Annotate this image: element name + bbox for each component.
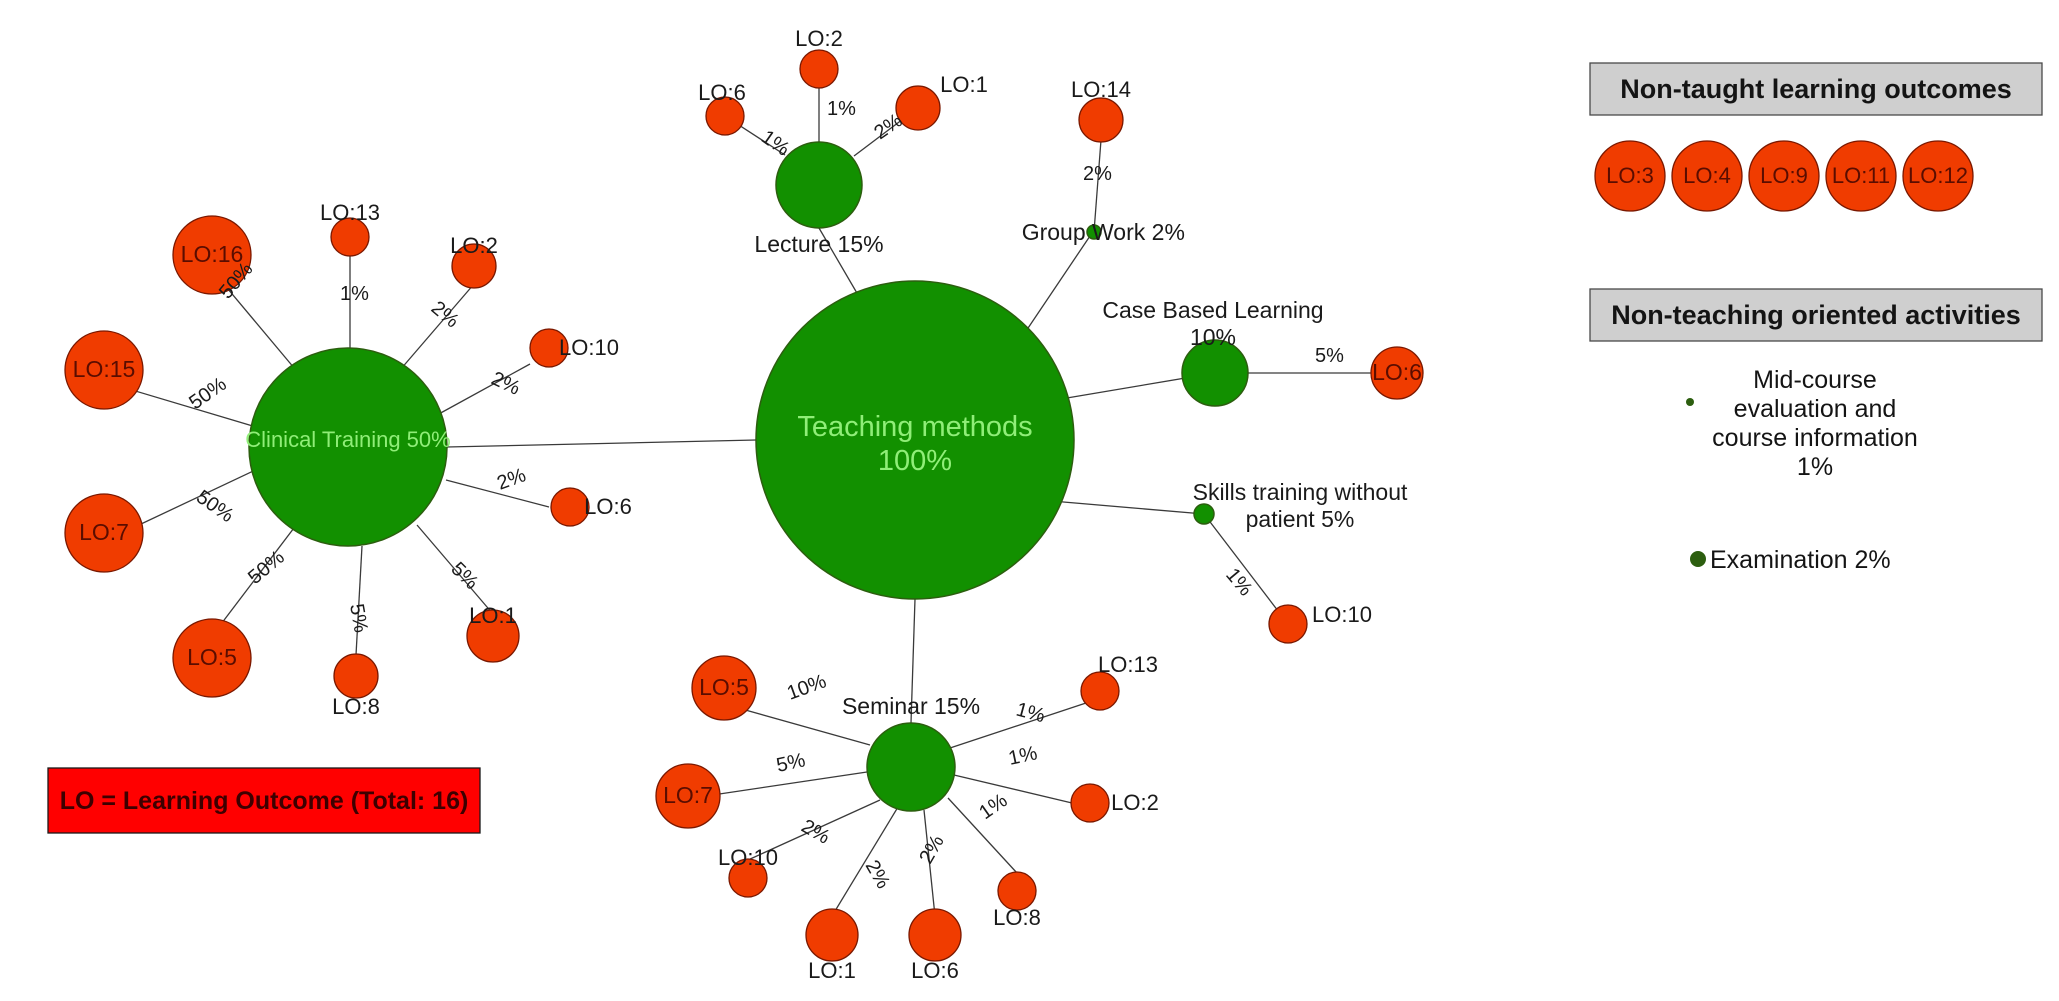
svg-text:1%: 1% <box>340 283 369 305</box>
svg-text:50%: 50% <box>192 486 238 527</box>
svg-text:2%: 2% <box>861 857 895 893</box>
svg-text:100%: 100% <box>878 445 952 477</box>
svg-text:course information: course information <box>1712 424 1918 452</box>
svg-text:LO:1: LO:1 <box>808 958 856 983</box>
svg-text:1%: 1% <box>975 789 1011 824</box>
svg-text:50%: 50% <box>244 546 289 589</box>
svg-text:patient 5%: patient 5% <box>1246 506 1355 532</box>
svg-text:Clinical Training 50%: Clinical Training 50% <box>245 427 450 452</box>
svg-text:1%: 1% <box>1221 564 1257 600</box>
svg-text:Skills training without: Skills training without <box>1193 479 1408 505</box>
svg-text:LO:2: LO:2 <box>795 26 843 51</box>
svg-text:Non-teaching oriented activiti: Non-teaching oriented activities <box>1611 300 2021 330</box>
svg-text:1%: 1% <box>1797 453 1833 481</box>
svg-text:LO = Learning Outcome (Total:: LO = Learning Outcome (Total: 16) <box>60 787 469 815</box>
svg-text:LO:15: LO:15 <box>73 356 136 382</box>
svg-text:LO:16: LO:16 <box>181 241 244 267</box>
svg-text:10%: 10% <box>784 670 829 704</box>
svg-text:LO:10: LO:10 <box>718 845 778 870</box>
svg-text:LO:7: LO:7 <box>663 782 713 808</box>
svg-text:LO:11: LO:11 <box>1832 163 1890 188</box>
svg-text:LO:12: LO:12 <box>1908 163 1968 188</box>
svg-text:1%: 1% <box>1006 742 1039 770</box>
svg-text:LO:8: LO:8 <box>993 905 1041 930</box>
svg-text:LO:3: LO:3 <box>1606 163 1654 188</box>
svg-text:LO:10: LO:10 <box>1312 602 1372 627</box>
svg-text:LO:13: LO:13 <box>320 200 380 225</box>
svg-text:Mid-course: Mid-course <box>1753 366 1877 394</box>
svg-text:Teaching methods: Teaching methods <box>797 411 1032 443</box>
svg-text:LO:6: LO:6 <box>1372 359 1422 385</box>
svg-text:2%: 2% <box>494 464 529 495</box>
svg-text:LO:10: LO:10 <box>559 335 619 360</box>
svg-text:LO:9: LO:9 <box>1760 163 1808 188</box>
svg-text:LO:14: LO:14 <box>1071 77 1131 102</box>
svg-text:LO:1: LO:1 <box>940 72 988 97</box>
svg-text:LO:2: LO:2 <box>450 233 498 258</box>
svg-text:LO:6: LO:6 <box>698 80 746 105</box>
svg-text:LO:13: LO:13 <box>1098 652 1158 677</box>
svg-text:LO:7: LO:7 <box>79 519 129 545</box>
svg-text:LO:6: LO:6 <box>911 958 959 983</box>
svg-text:5%: 5% <box>774 749 807 777</box>
svg-text:1%: 1% <box>1014 699 1048 728</box>
svg-text:Seminar 15%: Seminar 15% <box>842 693 980 719</box>
svg-text:LO:1: LO:1 <box>469 603 517 628</box>
svg-text:1%: 1% <box>827 98 856 120</box>
svg-text:5%: 5% <box>446 558 482 594</box>
svg-text:LO:2: LO:2 <box>1111 790 1159 815</box>
svg-text:LO:8: LO:8 <box>332 694 380 719</box>
svg-text:2%: 2% <box>1083 163 1112 185</box>
svg-text:LO:5: LO:5 <box>187 644 237 670</box>
svg-text:2%: 2% <box>915 831 949 867</box>
svg-text:LO:5: LO:5 <box>699 674 749 700</box>
svg-text:5%: 5% <box>345 602 372 635</box>
svg-text:Group Work 2%: Group Work 2% <box>1017 219 1185 245</box>
svg-text:2%: 2% <box>488 368 524 400</box>
svg-text:10%: 10% <box>1190 324 1236 350</box>
svg-text:Lecture 15%: Lecture 15% <box>754 231 883 257</box>
svg-text:Examination 2%: Examination 2% <box>1710 546 1891 574</box>
svg-text:LO:6: LO:6 <box>584 494 632 519</box>
svg-text:5%: 5% <box>1315 345 1344 367</box>
svg-text:Non-taught learning outcomes: Non-taught learning outcomes <box>1620 74 2012 104</box>
svg-text:evaluation and: evaluation and <box>1734 395 1897 423</box>
svg-text:LO:4: LO:4 <box>1683 163 1731 188</box>
svg-text:Case Based Learning: Case Based Learning <box>1102 297 1323 323</box>
svg-text:2%: 2% <box>798 815 834 849</box>
